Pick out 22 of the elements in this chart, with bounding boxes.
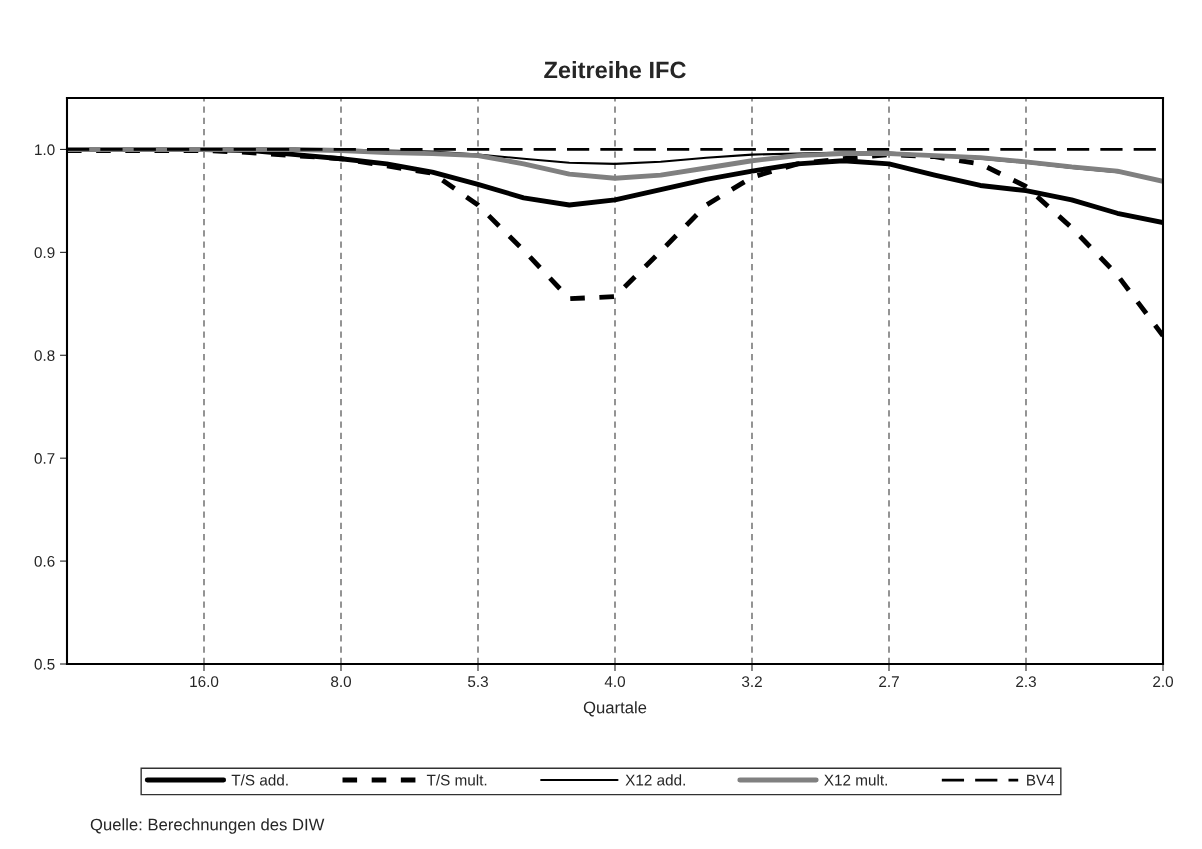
source-note: Quelle: Berechnungen des DIW <box>90 818 325 834</box>
legend-label: BV4 <box>1027 774 1055 786</box>
legend-label: T/S add. <box>231 774 288 786</box>
y-tick-label: 0.5 <box>34 658 55 670</box>
x-tick-label: 8.0 <box>331 676 352 688</box>
x-tick-label: 4.0 <box>604 676 626 688</box>
legend-label: X12 add. <box>625 774 685 786</box>
x-tick-label: 5.3 <box>467 676 488 688</box>
y-tick-label: 0.8 <box>34 350 55 361</box>
x-tick-label: 2.3 <box>1016 676 1036 688</box>
y-tick-label: 0.7 <box>34 453 55 464</box>
y-tick-label: 0.9 <box>34 247 55 259</box>
x-tick-label: 2.0 <box>1153 676 1174 688</box>
x-tick-label: 2.7 <box>879 676 899 687</box>
x-tick-label: 16.0 <box>190 676 219 688</box>
x-axis-title: Quartale <box>583 701 647 717</box>
x-tick-label: 3.2 <box>741 676 762 688</box>
y-tick-label: 0.6 <box>34 555 55 567</box>
chart-title: Zeitreihe IFC <box>544 61 686 79</box>
y-tick-label: 1.0 <box>35 144 55 156</box>
legend-label: T/S mult. <box>426 774 487 786</box>
legend-label: X12 mult. <box>824 774 887 786</box>
